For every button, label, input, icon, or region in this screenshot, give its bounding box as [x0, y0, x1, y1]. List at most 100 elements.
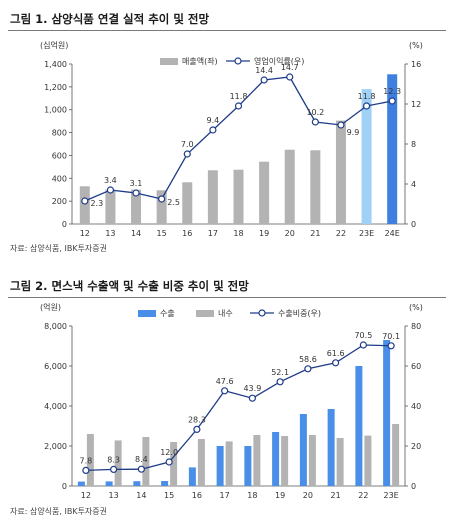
bar [387, 74, 398, 225]
right-tick-label: 4 [411, 180, 416, 189]
line-point [183, 150, 191, 158]
data-label: 12.0 [160, 448, 178, 457]
left-tick-label: 1,000 [44, 106, 67, 115]
x-tick-label: 23E [384, 491, 399, 500]
right-tick-label: 8 [411, 140, 416, 149]
legend-swatch [196, 310, 214, 317]
data-label: 8.3 [107, 455, 120, 464]
line-point [132, 189, 140, 197]
data-label: 14.7 [281, 63, 299, 72]
data-label: 70.5 [354, 331, 372, 340]
right-tick-label: 12 [411, 100, 421, 109]
x-tick-label: 19 [259, 229, 269, 238]
x-tick-label: 22 [358, 491, 368, 500]
bar [272, 432, 280, 486]
line-point [221, 387, 229, 395]
data-label: 8.4 [135, 455, 148, 464]
bar [105, 481, 113, 486]
figure-1-source: 자료: 삼양식품, IBK투자증권 [10, 244, 108, 253]
line-point [81, 197, 89, 205]
x-tick-label: 20 [285, 229, 295, 238]
legend-label: 매출액(좌) [182, 56, 218, 66]
left-tick-label: 600 [52, 151, 67, 160]
data-label: 11.8 [230, 92, 248, 101]
line-series [85, 344, 392, 472]
line-point [234, 102, 243, 110]
bar [182, 182, 193, 224]
line-point [165, 458, 173, 466]
data-label: 7.0 [181, 140, 194, 149]
data-label: 9.4 [207, 116, 220, 125]
chart-2: (억원) (%) 0 2,000 4,000 6,000 8,000 0 20 40 60 80 12 1… [40, 302, 423, 500]
legend-label: 수출비중(우) [278, 308, 321, 318]
x-tick-label: 18 [233, 229, 243, 238]
right-axis-unit: (%) [409, 41, 423, 50]
figure-2-source: 자료: 삼양식품, IBK투자증권 [10, 507, 108, 516]
x-tick-label: 12 [81, 491, 91, 500]
bar [281, 436, 289, 486]
right-tick-label: 0 [411, 482, 416, 491]
right-tick-label: 0 [411, 220, 416, 229]
x-tick-label: 21 [310, 229, 320, 238]
legend-marker [258, 309, 266, 317]
bar [355, 366, 363, 486]
data-label: 3.4 [104, 176, 117, 185]
x-tick-label: 24E [385, 229, 400, 238]
line-point [110, 465, 118, 473]
line-point [82, 466, 90, 474]
line-point [106, 186, 115, 194]
figure-2-title: 그림 2. 면스낵 수출액 및 수출 비중 추이 및 전망 [10, 279, 249, 293]
bar [284, 149, 295, 224]
line-point [248, 394, 256, 402]
x-tick-label: 15 [157, 229, 167, 238]
x-tick-label: 13 [105, 229, 115, 238]
bar [308, 435, 316, 486]
left-tick-label: 0 [62, 220, 67, 229]
legend-label: 영업이익률(우) [254, 56, 304, 66]
data-label: 2.3 [90, 199, 103, 208]
line-point [286, 73, 294, 81]
x-tick-label: 16 [182, 229, 192, 238]
left-tick-label: 1,400 [44, 60, 67, 69]
bar [197, 439, 205, 486]
bar [86, 434, 94, 486]
line-point [362, 102, 371, 110]
line-point [158, 195, 166, 203]
bar [233, 169, 244, 224]
data-label: 3.1 [130, 179, 143, 188]
x-tick-label: 17 [220, 491, 230, 500]
line-point [337, 121, 345, 129]
x-tick-label: 19 [275, 491, 285, 500]
line-point [260, 76, 268, 84]
legend-marker [234, 57, 242, 65]
left-axis-unit: (억원) [40, 302, 61, 312]
left-tick-label: 200 [52, 197, 67, 206]
bar [327, 409, 335, 486]
bar [142, 437, 150, 486]
right-tick-label: 80 [411, 322, 421, 331]
line-point [311, 118, 319, 126]
left-tick-label: 6,000 [44, 362, 67, 371]
bar [335, 120, 346, 224]
bar [225, 441, 233, 486]
right-tick-label: 20 [411, 442, 421, 451]
bar [253, 435, 261, 486]
bar [114, 440, 122, 486]
left-tick-label: 4,000 [44, 402, 67, 411]
chart-1: (십억원) (%) 0 200 400 600 800 1,000 1,200 1,400 0 4 8 1… [40, 40, 423, 238]
left-axis-unit: (십억원) [40, 40, 68, 50]
x-tick-label: 17 [208, 229, 218, 238]
right-tick-label: 40 [411, 402, 421, 411]
bar [299, 414, 307, 486]
x-tick-label: 14 [131, 229, 141, 238]
x-tick-label: 18 [247, 491, 257, 500]
bar [188, 467, 196, 486]
legend-swatch [138, 310, 156, 317]
left-tick-label: 2,000 [44, 442, 67, 451]
left-tick-label: 0 [62, 482, 67, 491]
x-tick-label: 21 [331, 491, 341, 500]
data-label: 70.1 [382, 332, 400, 341]
bar [77, 481, 85, 486]
bar [156, 190, 167, 224]
legend-label: 수출 [160, 308, 175, 318]
